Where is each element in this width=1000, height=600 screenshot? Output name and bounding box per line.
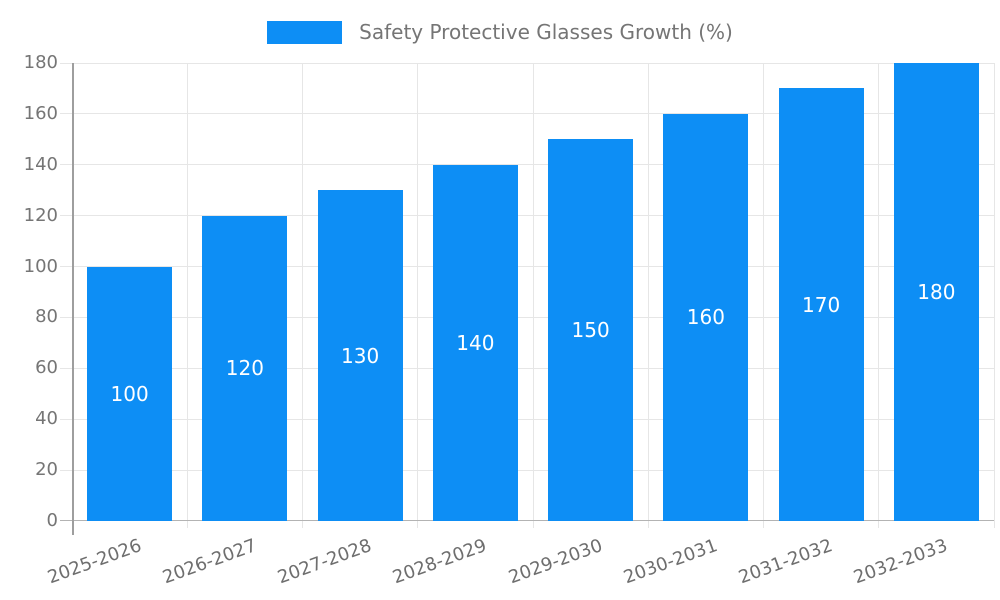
y-gridline <box>60 62 994 64</box>
x-tick-label: 2030-2031 <box>620 535 721 589</box>
x-tick-label: 2028-2029 <box>390 535 490 589</box>
bar-2027-2028: 130 <box>317 190 403 521</box>
y-tick-label: 140 <box>23 153 58 175</box>
x-gridline <box>186 63 188 528</box>
y-axis-labels: 0 20 40 60 80 100 120 140 160 180 <box>0 52 58 531</box>
x-tick-label: 2025-2026 <box>44 535 144 589</box>
y-gridline <box>60 418 994 420</box>
x-tick-label: 2031-2032 <box>735 535 836 589</box>
x-gridline <box>417 63 419 528</box>
legend-label: Safety Protective Glasses Growth (%) <box>359 20 733 44</box>
bar-value-label: 160 <box>686 305 725 330</box>
x-gridline <box>302 63 303 528</box>
x-tick-label: 2026-2027 <box>159 535 260 589</box>
bar-2031-2032: 170 <box>778 88 864 521</box>
plot-area: 100 120 130 140 150 160 170 180 <box>60 62 995 535</box>
y-gridline <box>60 367 994 369</box>
bar-value-label: 130 <box>341 343 380 368</box>
bar-value-label: 180 <box>917 280 956 304</box>
y-tick-label: 180 <box>23 52 58 73</box>
x-gridline <box>532 63 534 528</box>
bar-2029-2030: 150 <box>548 139 634 521</box>
y-gridline <box>60 215 994 217</box>
y-gridline <box>60 113 994 115</box>
y-tick-label: 100 <box>23 255 58 277</box>
bar-2025-2026: 100 <box>87 266 173 521</box>
x-gridline <box>647 63 649 528</box>
y-tick-label: 20 <box>35 459 58 481</box>
x-tick-label: 2032-2033 <box>851 535 951 589</box>
x-gridline <box>878 63 880 528</box>
bar-value-label: 170 <box>802 292 841 317</box>
legend-color-swatch <box>267 20 343 44</box>
bar-2028-2029: 140 <box>432 164 518 521</box>
bar-value-label: 150 <box>571 318 610 343</box>
bar-2030-2031: 160 <box>663 113 749 521</box>
y-gridline <box>60 316 994 318</box>
x-axis-labels: 2025-2026 2026-2027 2027-2028 2028-2029 2029… <box>44 521 994 600</box>
x-gridline <box>763 63 764 528</box>
y-tick-label: 80 <box>35 306 58 328</box>
bar-2026-2027: 120 <box>202 215 288 521</box>
x-tick-label: 2029-2030 <box>505 535 605 589</box>
y-gridline <box>60 266 994 268</box>
bar-value-label: 140 <box>456 330 495 355</box>
bar-value-label: 100 <box>110 381 149 406</box>
bar-value-label: 120 <box>225 356 264 381</box>
x-axis-baseline <box>60 520 994 521</box>
legend: Safety Protective Glasses Growth (%) <box>0 20 1000 44</box>
y-gridline <box>60 469 994 471</box>
y-axis-line <box>72 63 74 535</box>
x-gridline <box>993 63 995 528</box>
bar-2032-2033: 180 <box>893 63 979 521</box>
y-tick-label: 40 <box>35 408 58 430</box>
y-tick-label: 160 <box>23 102 58 124</box>
y-tick-label: 0 <box>46 510 58 531</box>
x-tick-label: 2027-2028 <box>274 535 375 589</box>
y-gridline <box>60 164 994 166</box>
y-tick-label: 60 <box>35 357 58 379</box>
y-tick-label: 120 <box>23 204 58 226</box>
